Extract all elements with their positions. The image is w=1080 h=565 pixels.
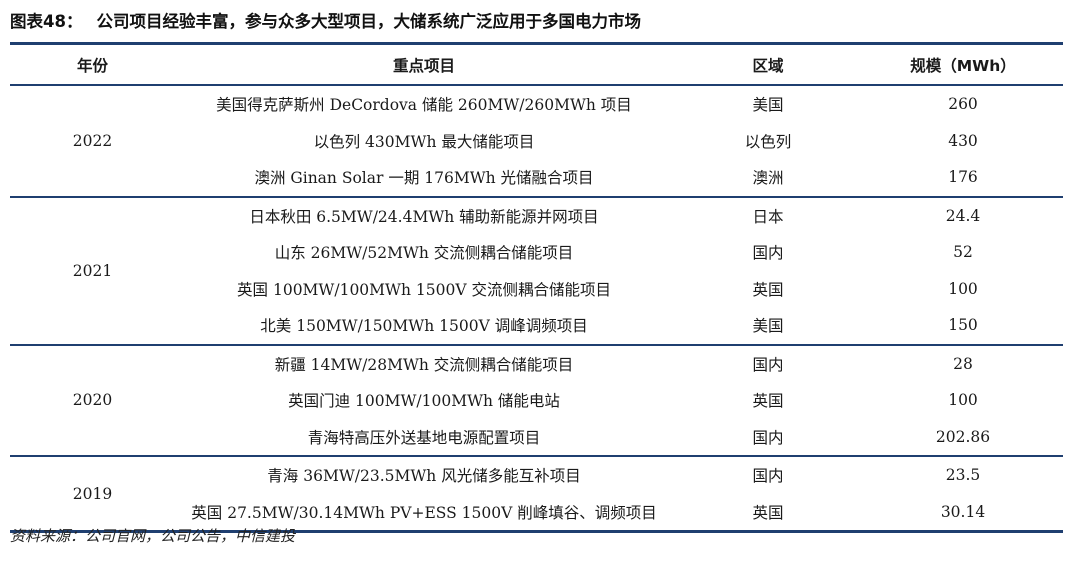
table-row: 英国门迪 100MW/100MWh 储能电站 英国 100 bbox=[175, 382, 1063, 419]
region-cell: 国内 bbox=[752, 244, 784, 263]
scale-cell: 100 bbox=[948, 391, 978, 410]
region-cell: 澳洲 bbox=[752, 169, 784, 188]
scale-cell: 260 bbox=[948, 95, 978, 114]
year-group-2021: 2021 日本秋田 6.5MW/24.4MWh 辅助新能源并网项目 日本 24.… bbox=[10, 198, 1063, 346]
year-group-2020: 2020 新疆 14MW/28MWh 交流侧耦合储能项目 国内 28 英国门迪 … bbox=[10, 346, 1063, 457]
figure-title-text: 公司项目经验丰富，参与众多大型项目，大储系统广泛应用于多国电力市场 bbox=[96, 12, 641, 31]
table-row: 青海 36MW/23.5MWh 风光储多能互补项目 国内 23.5 bbox=[175, 457, 1063, 494]
year-cell: 2022 bbox=[72, 131, 113, 150]
projects-table: 年份 重点项目 区域 规模（MWh） 2022 美国得克萨斯州 DeCordov… bbox=[10, 42, 1063, 533]
project-cell: 英国 100MW/100MWh 1500V 交流侧耦合储能项目 bbox=[237, 280, 611, 299]
region-cell: 国内 bbox=[752, 428, 784, 447]
project-cell: 青海 36MW/23.5MWh 风光储多能互补项目 bbox=[267, 467, 581, 486]
scale-cell: 202.86 bbox=[935, 427, 991, 446]
project-cell: 澳洲 Ginan Solar 一期 176MWh 光储融合项目 bbox=[254, 169, 594, 188]
scale-cell: 28 bbox=[953, 354, 973, 373]
project-cell: 北美 150MW/150MWh 1500V 调峰调频项目 bbox=[260, 317, 588, 336]
group-rows: 日本秋田 6.5MW/24.4MWh 辅助新能源并网项目 日本 24.4 山东 … bbox=[175, 198, 1063, 344]
year-cell: 2019 bbox=[72, 484, 113, 503]
region-cell: 英国 bbox=[752, 392, 784, 411]
region-cell: 以色列 bbox=[744, 132, 792, 151]
region-cell: 英国 bbox=[752, 503, 784, 522]
table-row: 日本秋田 6.5MW/24.4MWh 辅助新能源并网项目 日本 24.4 bbox=[175, 198, 1063, 235]
group-rows: 新疆 14MW/28MWh 交流侧耦合储能项目 国内 28 英国门迪 100MW… bbox=[175, 346, 1063, 456]
region-cell: 英国 bbox=[752, 280, 784, 299]
table-row: 青海特高压外送基地电源配置项目 国内 202.86 bbox=[175, 419, 1063, 456]
year-group-2019: 2019 青海 36MW/23.5MWh 风光储多能互补项目 国内 23.5 英… bbox=[10, 457, 1063, 530]
scale-cell: 430 bbox=[948, 131, 978, 150]
group-rows: 美国得克萨斯州 DeCordova 储能 260MW/260MWh 项目 美国 … bbox=[175, 86, 1063, 196]
project-cell: 山东 26MW/52MWh 交流侧耦合储能项目 bbox=[274, 244, 574, 263]
region-cell: 美国 bbox=[752, 317, 784, 336]
group-rows: 青海 36MW/23.5MWh 风光储多能互补项目 国内 23.5 英国 27.… bbox=[175, 457, 1063, 530]
table-header-row: 年份 重点项目 区域 规模（MWh） bbox=[10, 45, 1063, 86]
scale-cell: 150 bbox=[948, 316, 978, 335]
source-note: 资料来源：公司官网，公司公告，中信建投 bbox=[10, 527, 296, 545]
scale-cell: 52 bbox=[953, 243, 973, 262]
scale-cell: 176 bbox=[948, 168, 978, 187]
table-row: 山东 26MW/52MWh 交流侧耦合储能项目 国内 52 bbox=[175, 234, 1063, 271]
year-cell: 2021 bbox=[72, 261, 113, 280]
project-cell: 以色列 430MWh 最大储能项目 bbox=[313, 132, 535, 151]
scale-cell: 24.4 bbox=[945, 206, 981, 225]
region-cell: 国内 bbox=[752, 355, 784, 374]
table-row: 以色列 430MWh 最大储能项目 以色列 430 bbox=[175, 123, 1063, 160]
year-cell: 2020 bbox=[72, 391, 113, 410]
figure-title: 图表48： 公司项目经验丰富，参与众多大型项目，大储系统广泛应用于多国电力市场 bbox=[10, 8, 641, 36]
year-group-2022: 2022 美国得克萨斯州 DeCordova 储能 260MW/260MWh 项… bbox=[10, 86, 1063, 198]
project-cell: 青海特高压外送基地电源配置项目 bbox=[307, 428, 541, 447]
header-year: 年份 bbox=[76, 56, 108, 75]
region-cell: 美国 bbox=[752, 96, 784, 115]
region-cell: 国内 bbox=[752, 467, 784, 486]
header-scale: 规模（MWh） bbox=[910, 56, 1016, 75]
table-row: 新疆 14MW/28MWh 交流侧耦合储能项目 国内 28 bbox=[175, 346, 1063, 383]
project-cell: 日本秋田 6.5MW/24.4MWh 辅助新能源并网项目 bbox=[249, 207, 599, 226]
project-cell: 英国门迪 100MW/100MWh 储能电站 bbox=[288, 392, 560, 411]
scale-cell: 30.14 bbox=[940, 502, 986, 521]
table-row: 美国得克萨斯州 DeCordova 储能 260MW/260MWh 项目 美国 … bbox=[175, 86, 1063, 123]
project-cell: 美国得克萨斯州 DeCordova 储能 260MW/260MWh 项目 bbox=[216, 96, 632, 115]
project-cell: 英国 27.5MW/30.14MWh PV+ESS 1500V 削峰填谷、调频项… bbox=[191, 503, 657, 522]
header-region: 区域 bbox=[752, 56, 784, 75]
header-project: 重点项目 bbox=[392, 56, 455, 75]
table-row: 澳洲 Ginan Solar 一期 176MWh 光储融合项目 澳洲 176 bbox=[175, 159, 1063, 196]
scale-cell: 100 bbox=[948, 279, 978, 298]
figure-label: 图表48： bbox=[10, 12, 83, 31]
region-cell: 日本 bbox=[752, 207, 784, 226]
project-cell: 新疆 14MW/28MWh 交流侧耦合储能项目 bbox=[274, 355, 574, 374]
table-row: 英国 27.5MW/30.14MWh PV+ESS 1500V 削峰填谷、调频项… bbox=[175, 494, 1063, 531]
scale-cell: 23.5 bbox=[945, 466, 981, 485]
table-row: 北美 150MW/150MWh 1500V 调峰调频项目 美国 150 bbox=[175, 307, 1063, 344]
table-row: 英国 100MW/100MWh 1500V 交流侧耦合储能项目 英国 100 bbox=[175, 271, 1063, 308]
